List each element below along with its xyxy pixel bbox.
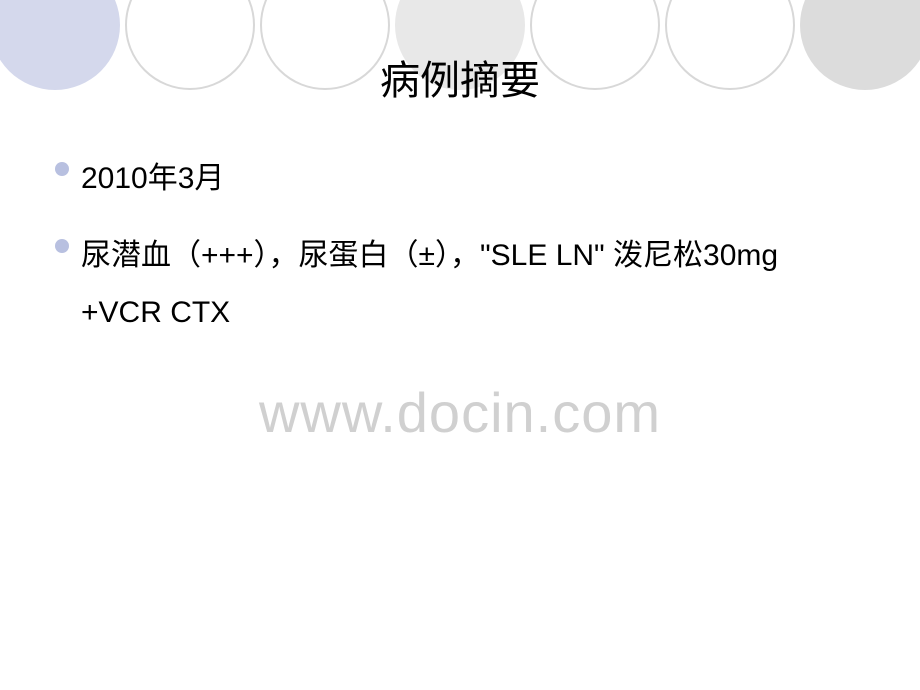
circle-filled-gray (800, 0, 920, 90)
circle-outline (530, 0, 660, 90)
content-area: 2010年3月 尿潜血（+++），尿蛋白（±），"SLE LN" 泼尼松30mg… (55, 150, 865, 361)
circle-outline (260, 0, 390, 90)
circle-outline (125, 0, 255, 90)
circle-outline (665, 0, 795, 90)
bullet-item: 尿潜血（+++），尿蛋白（±），"SLE LN" 泼尼松30mg +VCR CT… (55, 227, 865, 341)
bullet-text: 尿潜血（+++），尿蛋白（±），"SLE LN" 泼尼松30mg +VCR CT… (81, 227, 865, 341)
bullet-text: 2010年3月 (81, 150, 224, 207)
circle-filled-blue (0, 0, 120, 90)
slide-title: 病例摘要 (380, 48, 540, 106)
bullet-icon (55, 162, 69, 176)
bullet-icon (55, 239, 69, 253)
watermark-text: www.docin.com (259, 380, 661, 445)
bullet-item: 2010年3月 (55, 150, 865, 207)
